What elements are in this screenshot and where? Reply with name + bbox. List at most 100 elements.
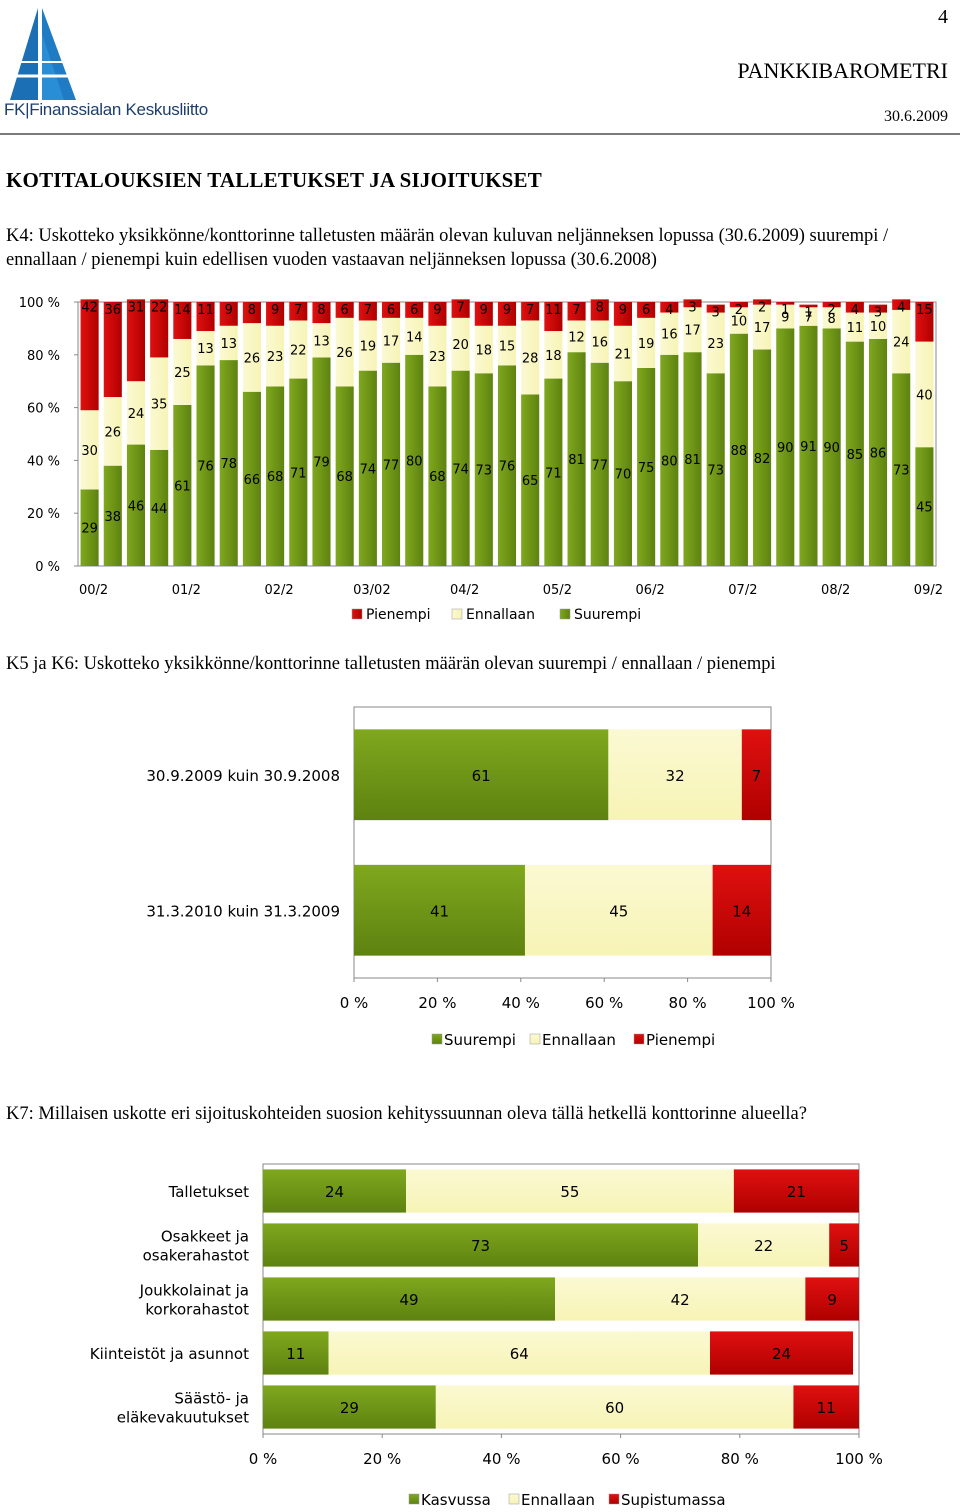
chart-k7-category-label: eläkevakuutukset: [117, 1409, 249, 1427]
chart-k7-data-label: 24: [772, 1345, 791, 1363]
k4-x-tick-label: 02/2: [265, 583, 294, 598]
k4-bar-ennallaan: [242, 323, 261, 392]
k4-data-label: 76: [499, 460, 516, 475]
k4-bar-suurempi: [822, 328, 841, 566]
k4-data-label: 25: [174, 366, 191, 381]
k4-bar-pienempi: [915, 302, 934, 342]
k4-bar-ennallaan: [289, 320, 308, 379]
k4-data-label: 9: [225, 303, 233, 318]
k4-bar-pienempi: [753, 299, 772, 305]
k4-data-label: 46: [128, 499, 145, 514]
k4-bar-pienempi: [428, 302, 447, 326]
chart-k5k6-legend-label: Pienempi: [646, 1031, 715, 1049]
k4-data-label: 22: [151, 300, 168, 315]
chart-k7-x-tick-label: 100 %: [835, 1450, 883, 1468]
k4-data-label: 91: [800, 440, 817, 455]
k4-bar-suurempi: [196, 365, 215, 566]
k4-bar-pienempi: [590, 299, 609, 321]
chart-k7-category-label: Osakkeet ja: [161, 1228, 249, 1246]
k4-bar-ennallaan: [845, 312, 864, 342]
chart-k7-legend-label: Kasvussa: [421, 1491, 491, 1509]
k4-bar-suurempi: [451, 370, 470, 566]
k4-bar-pienempi: [103, 302, 122, 398]
k4-data-label: 40: [916, 388, 933, 403]
k4-data-label: 7: [526, 303, 534, 318]
k4-data-label: 3: [874, 306, 882, 321]
chart-k7-legend-label: Ennallaan: [521, 1491, 595, 1509]
k4-bar-pienempi: [892, 299, 911, 310]
k4-data-label: 9: [271, 303, 279, 318]
section-title: KOTITALOUKSIEN TALLETUKSET JA SIJOITUKSE…: [6, 168, 542, 192]
k4-data-label: 8: [596, 300, 604, 315]
k4-y-tick-label: 80 %: [27, 349, 60, 364]
k4-data-label: 6: [642, 303, 650, 318]
k4-bar-ennallaan: [497, 325, 517, 366]
chart-k5k6-x-tick-label: 60 %: [585, 994, 623, 1012]
k4-bar-pienempi: [660, 302, 679, 313]
k4-bar-ennallaan: [544, 331, 563, 379]
chart-k5k6-x-tick-label: 0 %: [340, 994, 369, 1012]
k4-data-label: 80: [406, 454, 423, 469]
k4-data-label: 68: [267, 470, 284, 485]
k4-data-label: 76: [197, 460, 214, 475]
k4-data-label: 26: [336, 346, 353, 361]
k4-bar-pienempi: [799, 304, 818, 308]
k4-data-label: 3: [712, 306, 720, 321]
k4-bar-ennallaan: [521, 320, 540, 395]
k4-bar-ennallaan: [637, 317, 656, 368]
k4-data-label: 61: [174, 479, 191, 494]
k4-bar-ennallaan: [683, 307, 702, 353]
k4-x-tick-label: 09/2: [914, 583, 943, 598]
k4-bar-suurempi: [892, 373, 911, 566]
k4-data-label: 9: [619, 303, 627, 318]
k4-bar-suurempi: [242, 391, 261, 566]
k4-bar-suurempi: [753, 349, 772, 566]
chart-k7-x-tick-label: 0 %: [249, 1450, 278, 1468]
chart-k7-data-label: 55: [560, 1183, 579, 1201]
k4-y-tick-label: 60 %: [27, 402, 60, 417]
chart-k7-x-tick-label: 20 %: [363, 1450, 401, 1468]
k4-bar-suurempi: [173, 404, 192, 566]
k4-bar-ennallaan: [729, 307, 748, 334]
k4-data-label: 77: [383, 458, 400, 473]
k4-data-label: 71: [545, 466, 562, 481]
k4-bar-suurempi: [706, 373, 725, 566]
k4-data-label: 19: [360, 340, 377, 355]
k4-data-label: 29: [81, 522, 98, 537]
chart-k5k6-x-tick-label: 40 %: [502, 994, 540, 1012]
logo-mark-icon: [10, 8, 76, 100]
k4-data-label: 65: [522, 474, 539, 489]
k4-data-label: 17: [383, 334, 400, 349]
k4-data-label: 73: [476, 464, 493, 479]
k4-data-label: 86: [870, 446, 887, 461]
k4-data-label: 17: [684, 324, 701, 339]
chart-k4: 0 %20 %40 %60 %80 %100 %2930423826364624…: [19, 296, 943, 623]
k4-bar-suurempi: [150, 449, 169, 566]
k4-bar-pienempi: [845, 302, 864, 313]
chart-k7-bar-kasvussa: [263, 1223, 699, 1267]
k4-data-label: 20: [452, 338, 469, 353]
k4-bar-suurempi: [335, 386, 354, 566]
k4-data-label: 88: [731, 444, 748, 459]
k4-x-tick-label: 00/2: [79, 583, 108, 598]
k4-data-label: 16: [591, 336, 608, 351]
chart-k7-bar-kasvussa: [263, 1169, 407, 1213]
k4-y-tick-label: 20 %: [27, 507, 60, 522]
k4-data-label: 8: [317, 303, 325, 318]
k4-data-label: 81: [684, 453, 701, 468]
chart-k7-legend-swatch: [408, 1493, 420, 1505]
chart-k5k6-legend-swatch: [633, 1033, 645, 1045]
k4-bar-ennallaan: [868, 312, 888, 339]
k4-bar-suurempi: [474, 373, 493, 566]
k4-data-label: 23: [267, 350, 284, 365]
k4-data-label: 6: [410, 303, 418, 318]
k4-data-label: 7: [456, 300, 464, 315]
k4-legend-swatch: [559, 608, 571, 620]
page-number: 4: [938, 6, 948, 28]
chart-k7-legend-swatch: [608, 1493, 620, 1505]
k4-data-label: 38: [105, 510, 122, 525]
k4-bar-suurempi: [637, 368, 656, 566]
k4-data-label: 15: [499, 340, 516, 355]
chart-k7-category-label: Joukkolainat ja: [139, 1282, 249, 1300]
chart-k7-legend-label: Supistumassa: [621, 1491, 726, 1509]
